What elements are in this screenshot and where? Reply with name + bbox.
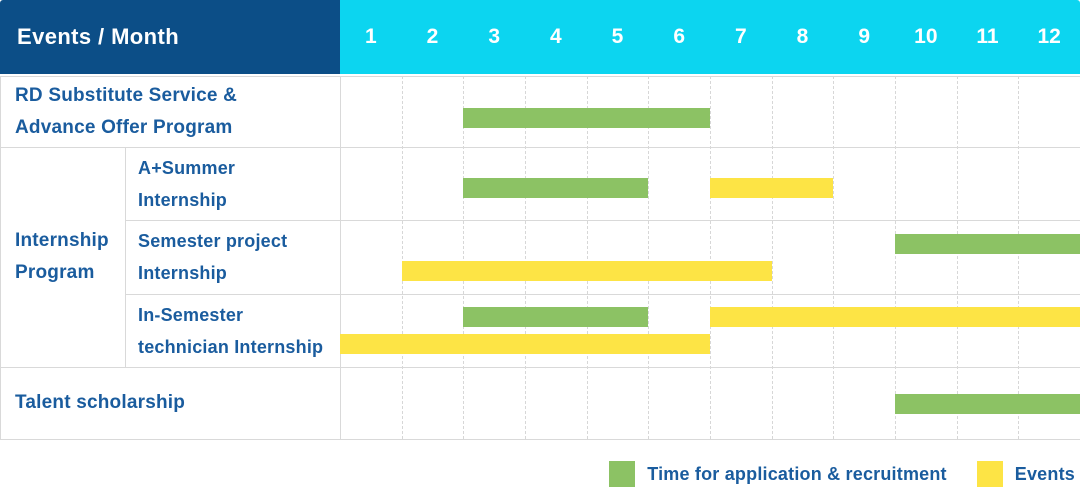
subcolumn-divider xyxy=(125,147,126,367)
grid-vline-month-4 xyxy=(586,76,588,439)
legend-item-events: Events xyxy=(976,461,1075,487)
bar-recruitment-rd-substitute-service-m3-6 xyxy=(463,108,710,128)
row-label-talent-scholarship: Talent scholarship xyxy=(0,367,340,439)
legend-label-events: Events xyxy=(1014,463,1075,484)
legend-item-recruitment: Time for application & recruitment xyxy=(609,461,947,487)
grid-vline-month-11 xyxy=(1018,76,1020,439)
row-label-line: technician Internship xyxy=(138,336,324,357)
month-header-4: 4 xyxy=(549,25,562,48)
bar-recruitment-a-plus-summer-internship-m3-5 xyxy=(463,178,649,198)
row-label-a-plus-summer-internship: A+Summer Internship xyxy=(125,147,340,220)
grid-vline-month-7 xyxy=(771,76,773,439)
row-label-line: Advance Offer Program xyxy=(15,116,233,138)
bar-events-a-plus-summer-internship-m7-8 xyxy=(710,178,834,198)
bar-recruitment-semester-project-internship-m10-12 xyxy=(895,234,1080,254)
month-header-1: 1 xyxy=(364,25,377,48)
bar-events-in-semester-technician-internship-m7-12 xyxy=(710,307,1080,327)
grid-hline-4 xyxy=(0,367,1080,368)
month-header-7: 7 xyxy=(734,25,747,48)
chart-title: Events / Month xyxy=(17,24,180,49)
chart-left-divider xyxy=(340,76,341,439)
grid-vline-month-2 xyxy=(463,76,465,439)
bar-recruitment-talent-scholarship-m10-12 xyxy=(895,394,1080,414)
month-header-8: 8 xyxy=(796,25,809,48)
grid-hline-5 xyxy=(0,439,1080,440)
bar-events-in-semester-technician-internship-m1-6 xyxy=(340,334,710,354)
row-label-line: Talent scholarship xyxy=(15,392,186,413)
group-label-line: Program xyxy=(15,262,95,283)
grid-hline-0 xyxy=(0,76,1080,77)
legend: Time for application & recruitment Events xyxy=(609,459,1075,489)
month-header-11: 11 xyxy=(976,25,999,48)
grid-hline-1 xyxy=(0,147,1080,148)
row-label-line: In-Semester xyxy=(138,304,244,325)
month-header-12: 12 xyxy=(1037,25,1061,48)
row-label-semester-project-internship: Semester project Internship xyxy=(125,220,340,294)
grid-vline-month-10 xyxy=(956,76,958,439)
grid-vline-month-9 xyxy=(895,76,896,439)
grid-vline-month-8 xyxy=(833,76,835,439)
month-header-9: 9 xyxy=(858,25,870,48)
month-header-5: 5 xyxy=(611,25,624,48)
bar-recruitment-in-semester-technician-internship-m3-5 xyxy=(463,307,649,327)
grid-hline-3 xyxy=(125,294,1080,295)
row-label-in-semester-technician-internship: In-Semester technician Internship xyxy=(125,294,340,367)
row-label-line: RD Substitute Service & xyxy=(15,84,238,106)
month-header-6: 6 xyxy=(673,25,685,48)
legend-swatch-events xyxy=(976,461,1003,487)
month-header-row: 1 2 3 4 5 6 7 8 9 10 11 12 xyxy=(340,0,1080,74)
grid-vline-month-6 xyxy=(710,76,711,439)
month-header-10: 10 xyxy=(914,25,938,48)
group-label-internship-program: Internship Program xyxy=(0,147,125,367)
grid-vline-month-5 xyxy=(648,76,650,439)
legend-swatch-recruitment xyxy=(609,461,636,487)
month-header-3: 3 xyxy=(488,25,500,48)
row-label-line: Semester project xyxy=(138,231,288,251)
grid-hline-2 xyxy=(125,220,1080,221)
legend-label-recruitment: Time for application & recruitment xyxy=(647,463,947,484)
row-label-rd-substitute-service: RD Substitute Service & Advance Offer Pro… xyxy=(0,76,340,147)
row-label-line: Internship xyxy=(138,263,228,283)
month-header-2: 2 xyxy=(426,25,439,48)
header-title-cell: Events / Month xyxy=(0,0,340,74)
group-label-line: Internship xyxy=(15,230,109,251)
table-left-border xyxy=(0,76,1,439)
grid-vline-month-1 xyxy=(401,76,403,439)
row-label-line: A+Summer xyxy=(138,157,236,178)
bar-events-semester-project-internship-m2-7 xyxy=(401,261,772,281)
row-label-line: Internship xyxy=(138,189,228,210)
grid-vline-month-3 xyxy=(525,76,526,439)
